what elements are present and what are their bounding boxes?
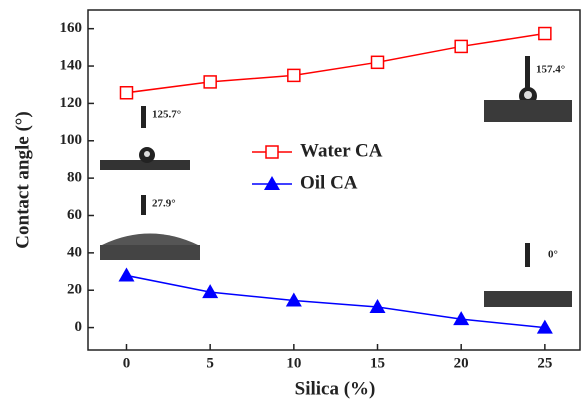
marker <box>204 76 216 88</box>
y-tick-label: 100 <box>60 132 83 148</box>
x-tick-label: 25 <box>537 355 552 371</box>
y-tick-label: 120 <box>60 95 83 111</box>
series-line <box>126 34 544 93</box>
x-tick-label: 20 <box>454 355 469 371</box>
substrate <box>484 291 572 307</box>
substrate <box>484 100 572 122</box>
marker <box>266 146 278 158</box>
series-line <box>126 275 544 327</box>
y-tick-label: 80 <box>67 170 82 186</box>
droplet-highlight <box>524 91 532 99</box>
annotation: 27.9° <box>152 198 176 210</box>
y-tick-label: 140 <box>60 57 83 73</box>
annotation: 157.4° <box>536 64 565 76</box>
marker <box>288 69 300 81</box>
x-tick-label: 15 <box>370 355 385 371</box>
needle <box>525 56 530 92</box>
droplet <box>102 234 198 246</box>
y-tick-label: 60 <box>67 207 82 223</box>
x-axis-label: Silica (%) <box>295 378 376 399</box>
marker <box>455 40 467 52</box>
legend-label: Water CA <box>300 140 383 161</box>
x-tick-label: 0 <box>123 355 131 371</box>
needle <box>141 195 146 215</box>
marker <box>118 267 134 281</box>
marker <box>120 87 132 99</box>
x-tick-label: 10 <box>286 355 301 371</box>
x-tick-label: 5 <box>206 355 214 371</box>
marker <box>264 176 280 190</box>
needle <box>141 106 146 128</box>
y-tick-label: 20 <box>67 282 82 298</box>
substrate <box>100 245 200 260</box>
needle <box>525 243 530 267</box>
droplet-highlight <box>144 151 150 157</box>
annotation: 0° <box>548 249 558 261</box>
chart: 125.7° 27.9° 157.4° 0° Silica (%) Contac… <box>0 0 582 403</box>
y-tick-label: 0 <box>75 319 83 335</box>
marker <box>539 28 551 40</box>
annotation: 125.7° <box>152 109 181 121</box>
legend-label: Oil CA <box>300 172 358 193</box>
y-axis-label: Contact angle (°) <box>12 111 33 248</box>
y-tick-label: 40 <box>67 244 82 260</box>
marker <box>372 56 384 68</box>
y-tick-label: 160 <box>60 20 83 36</box>
